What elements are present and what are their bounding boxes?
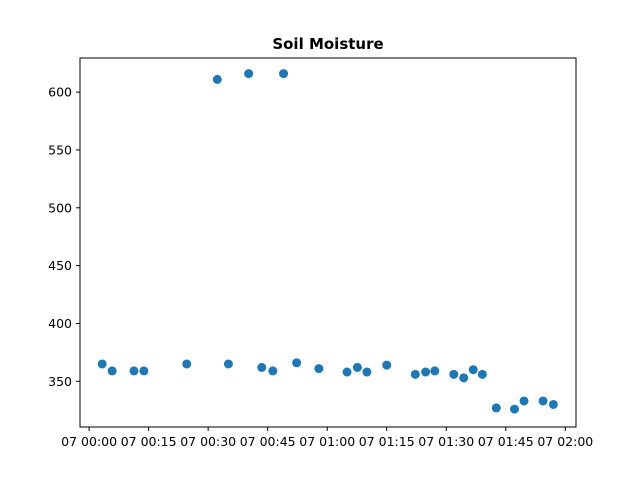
data-point-12 (314, 364, 324, 374)
y-tick-label-2: 450 (48, 258, 72, 273)
data-point-4 (182, 359, 192, 369)
data-point-16 (382, 360, 392, 370)
data-point-18 (421, 367, 431, 377)
y-tick-label-0: 350 (48, 374, 72, 389)
data-point-7 (244, 69, 254, 79)
data-point-3 (139, 366, 149, 376)
data-point-26 (519, 396, 529, 406)
data-point-0 (97, 359, 107, 369)
x-tick-label-4: 07 01:00 (299, 434, 355, 449)
data-point-5 (212, 74, 222, 84)
data-point-27 (538, 396, 548, 406)
x-tick-label-7: 07 01:45 (478, 434, 534, 449)
data-point-15 (362, 367, 372, 377)
data-point-25 (509, 404, 519, 414)
data-point-6 (223, 359, 233, 369)
data-point-1 (107, 366, 117, 376)
data-point-23 (477, 369, 487, 379)
data-point-19 (430, 366, 440, 376)
x-tick-label-0: 07 00:00 (61, 434, 117, 449)
data-point-22 (468, 365, 478, 375)
data-point-8 (257, 362, 267, 372)
data-point-10 (279, 69, 289, 79)
y-tick-label-4: 550 (48, 142, 72, 157)
data-point-24 (491, 403, 501, 413)
x-tick-label-5: 07 01:15 (359, 434, 415, 449)
x-tick-label-2: 07 00:30 (180, 434, 236, 449)
data-point-17 (410, 369, 420, 379)
data-point-13 (342, 367, 352, 377)
x-tick-label-3: 07 00:45 (240, 434, 296, 449)
x-tick-label-6: 07 01:30 (418, 434, 474, 449)
data-point-20 (449, 369, 459, 379)
data-point-28 (548, 399, 558, 409)
data-point-9 (268, 366, 278, 376)
x-tick-label-8: 07 02:00 (537, 434, 593, 449)
plot-frame (79, 57, 577, 428)
data-point-14 (352, 362, 362, 372)
plot-area: 07 00:00 07 00:15 07 00:30 07 00:45 07 01:00… (48, 57, 593, 449)
y-tick-label-3: 500 (48, 200, 72, 215)
data-point-21 (459, 373, 469, 383)
x-tick-label-1: 07 00:15 (121, 434, 177, 449)
data-point-2 (129, 366, 139, 376)
chart-title: Soil Moisture (272, 35, 383, 53)
data-point-11 (292, 358, 302, 368)
y-tick-label-5: 600 (48, 85, 72, 100)
y-tick-label-1: 400 (48, 316, 72, 331)
